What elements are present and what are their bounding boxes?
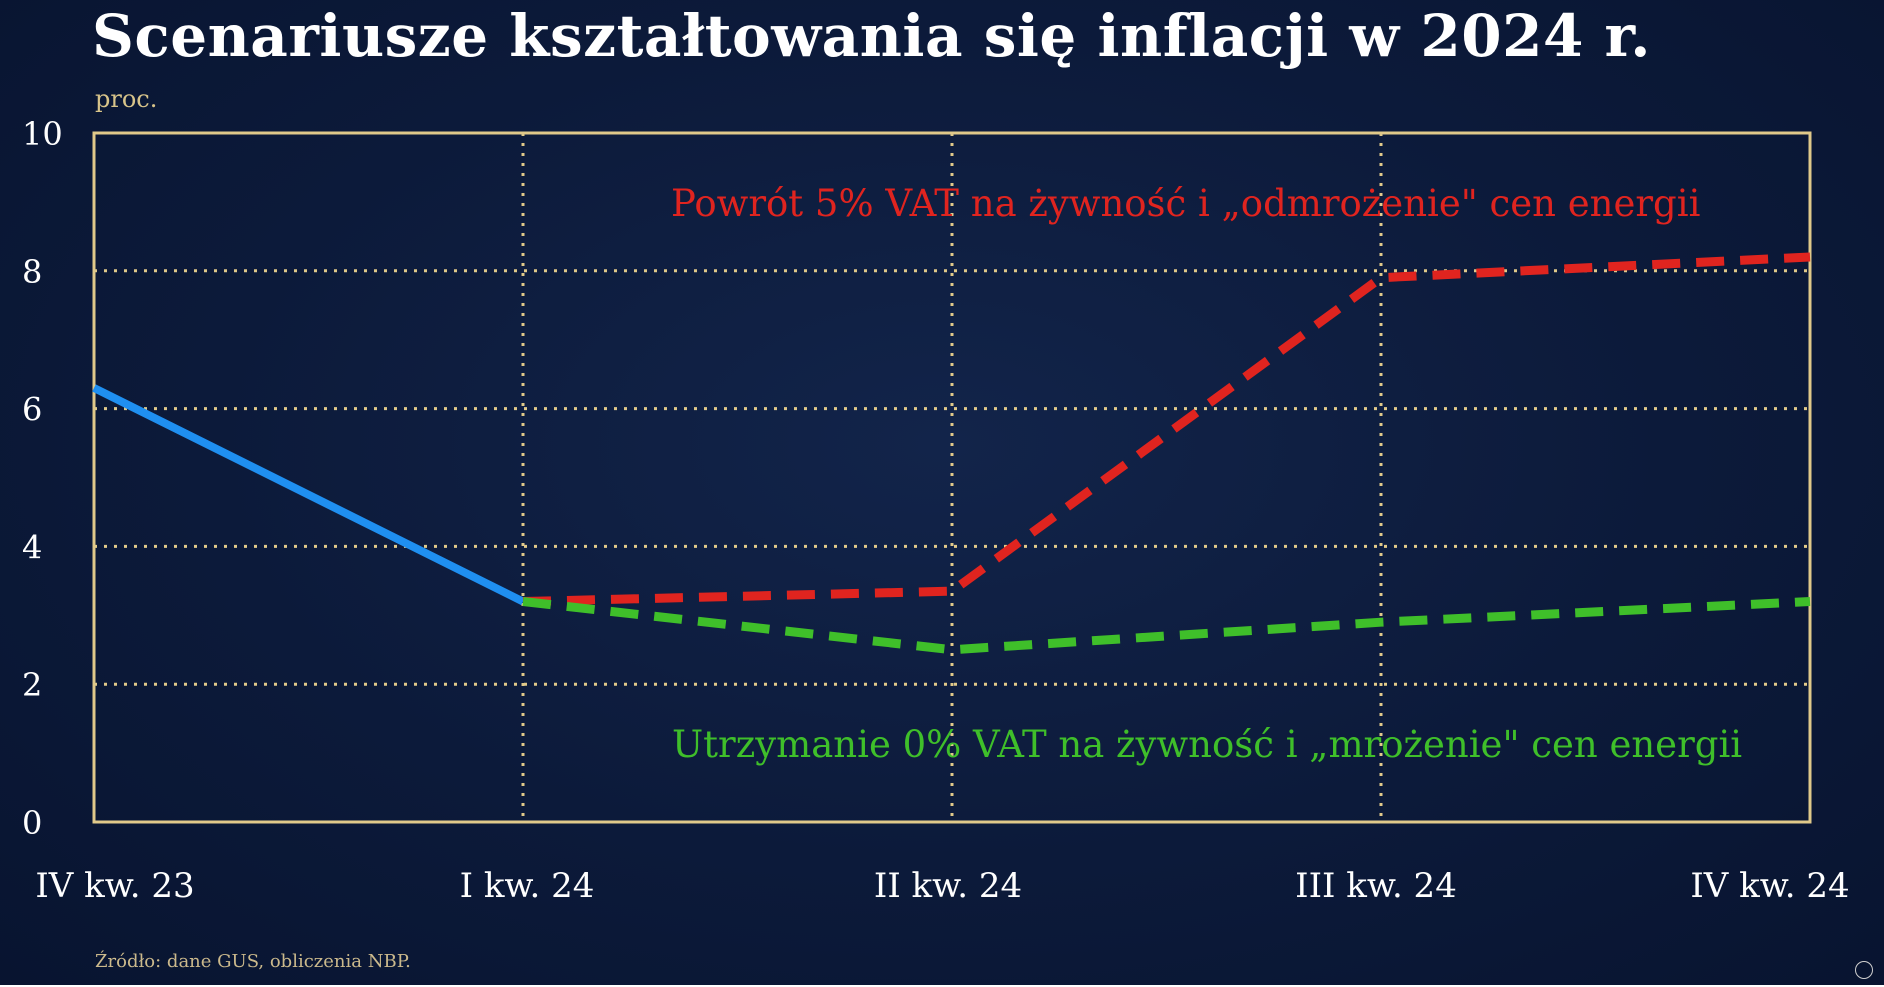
- annotation-scenario-high: Powrót 5% VAT na żywność i „odmrożenie" …: [671, 182, 1700, 225]
- chart-title: Scenariusze kształtowania się inflacji w…: [92, 2, 1651, 70]
- y-tick-label: 0: [22, 804, 42, 842]
- y-tick-label: 2: [22, 666, 42, 704]
- plot-frame: [92, 131, 1812, 824]
- x-tick-label: II kw. 24: [874, 866, 1022, 906]
- source-note: Źródło: dane GUS, obliczenia NBP.: [95, 951, 411, 972]
- x-tick-label: IV kw. 24: [1690, 866, 1849, 906]
- y-tick-label: 4: [22, 528, 42, 566]
- series-line-scenario-high: [522, 252, 1811, 607]
- channel-logo-icon: [1855, 961, 1873, 979]
- x-tick-label: IV kw. 23: [35, 866, 194, 906]
- series-line-scenario-low: [522, 597, 1811, 655]
- y-tick-label: 10: [22, 115, 63, 153]
- bottom-border: [0, 985, 1884, 987]
- y-tick-label: 6: [22, 391, 42, 429]
- y-tick-label: 8: [22, 253, 42, 291]
- x-tick-label: III kw. 24: [1295, 866, 1457, 906]
- x-tick-label: I kw. 24: [460, 866, 595, 906]
- y-axis-unit-label: proc.: [95, 85, 158, 113]
- series-line-historical: [92, 384, 525, 606]
- annotation-scenario-low: Utrzymanie 0% VAT na żywność i „mrożenie…: [672, 723, 1742, 766]
